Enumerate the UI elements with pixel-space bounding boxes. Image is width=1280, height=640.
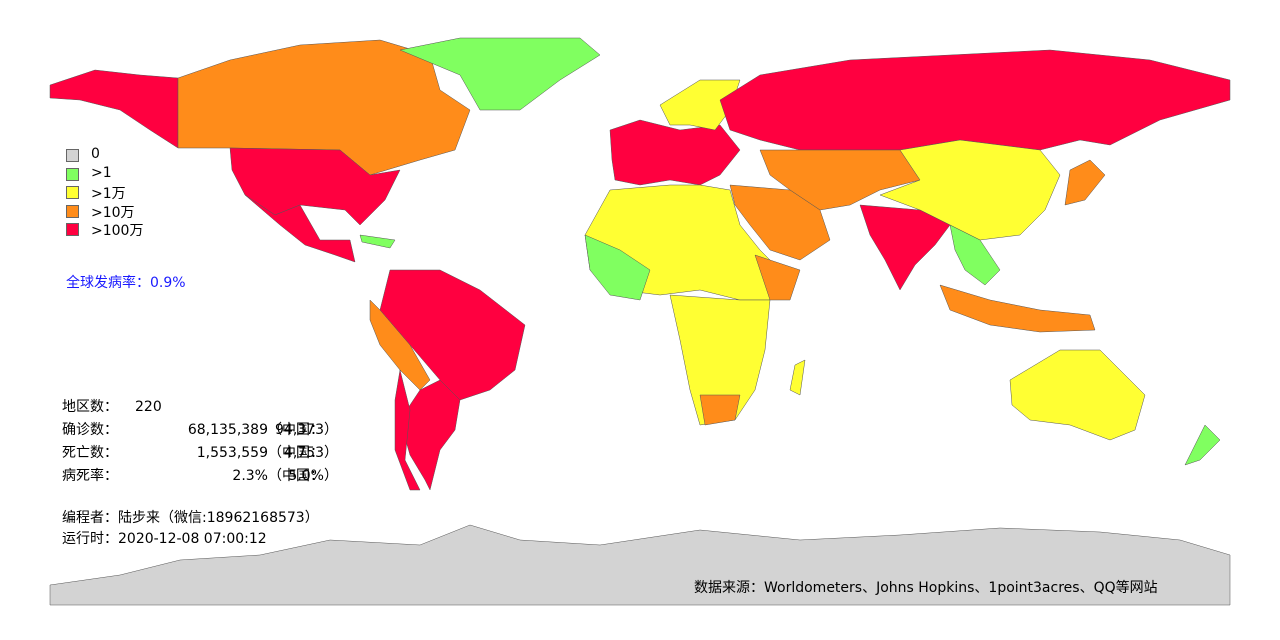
central-asia	[759, 149, 921, 211]
scandinavia	[659, 79, 741, 131]
stat-china-label: （中国：	[268, 422, 324, 438]
stat-china-value: 94,373）	[275, 422, 338, 438]
russia	[719, 49, 1231, 151]
south-africa	[669, 294, 771, 426]
author: 编程者：陆步来（微信:18962168573）	[62, 510, 319, 526]
stat-value: 1,553,559	[196, 445, 268, 461]
west-africa	[584, 234, 651, 301]
antarctica	[49, 524, 1231, 606]
stat-label: 地区数：	[62, 399, 118, 415]
stat-china-label: （中国：	[268, 445, 324, 461]
legend-label: >1万	[91, 186, 126, 202]
legend-label: >1	[91, 164, 112, 181]
stat-china-value: 4,753）	[283, 445, 338, 461]
global-rate: 全球发病率：0.9%	[66, 275, 186, 291]
chile-south	[394, 369, 421, 491]
legend-swatch	[66, 149, 79, 162]
stat-label: 死亡数：	[62, 445, 118, 461]
south-africa-tip	[699, 394, 741, 426]
stat-value: 2.3%	[232, 468, 268, 484]
legend-swatch	[66, 204, 79, 218]
usa	[229, 147, 401, 226]
stat-label: 病死率：	[62, 468, 118, 484]
legend-swatch	[66, 167, 79, 181]
madagascar	[789, 359, 806, 396]
stat-value: 68,135,389	[187, 422, 268, 438]
legend-label: >10万	[91, 204, 135, 221]
caribbean	[359, 234, 396, 249]
greenland	[399, 37, 601, 111]
japan	[1064, 159, 1106, 206]
stat-value: 220	[135, 399, 162, 415]
legend-label: >100万	[91, 223, 144, 239]
alaska	[49, 69, 179, 149]
run-time: 运行时：2020-12-08 07:00:12	[62, 531, 267, 547]
india	[859, 204, 951, 291]
stat-china-value: 5.0%）	[288, 468, 338, 484]
source: 数据来源：Worldometers、Johns Hopkins、1point3a…	[694, 580, 1158, 596]
middle-east	[729, 184, 831, 261]
australia	[1009, 349, 1146, 441]
new-zealand	[1184, 424, 1221, 466]
stat-china-label: （中国：	[268, 468, 324, 484]
legend-swatch	[66, 186, 79, 199]
legend-swatch	[66, 223, 79, 236]
se-asia	[949, 224, 1001, 286]
indonesia	[939, 284, 1096, 333]
europe	[609, 119, 741, 186]
legend-label: 0	[91, 146, 100, 162]
mexico	[244, 194, 356, 263]
horn-africa	[754, 254, 801, 301]
china	[879, 139, 1061, 241]
stat-label: 确诊数：	[62, 422, 118, 438]
